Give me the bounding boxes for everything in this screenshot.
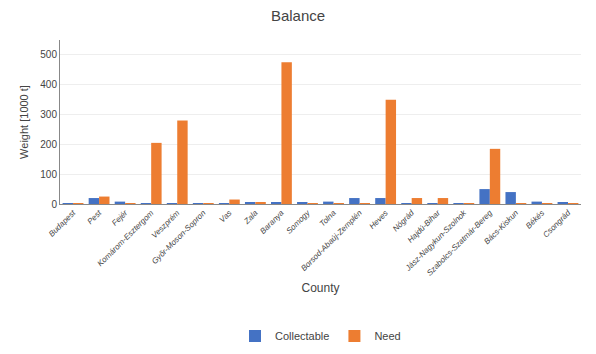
svg-text:Need: Need — [374, 330, 400, 342]
svg-text:Fejér: Fejér — [110, 208, 129, 227]
svg-text:Bács-Kiskun: Bács-Kiskun — [482, 208, 520, 246]
svg-text:Nógrád: Nógrád — [391, 208, 416, 233]
svg-text:0: 0 — [51, 199, 57, 210]
svg-text:Heves: Heves — [367, 208, 389, 230]
svg-text:200: 200 — [40, 139, 57, 150]
svg-text:300: 300 — [40, 109, 57, 120]
svg-text:Győr-Moson-Sopron: Győr-Moson-Sopron — [150, 208, 208, 266]
svg-text:Tolna: Tolna — [318, 208, 338, 228]
svg-text:400: 400 — [40, 79, 57, 90]
svg-text:Balance: Balance — [271, 7, 325, 24]
svg-text:Komárom-Esztergom: Komárom-Esztergom — [96, 208, 156, 268]
svg-text:100: 100 — [40, 169, 57, 180]
svg-text:Szabolcs-Szatmár-Bereg: Szabolcs-Szatmár-Bereg — [425, 208, 495, 278]
svg-text:Somogy: Somogy — [285, 208, 313, 236]
svg-text:Borsod-Abaúj-Zemplén: Borsod-Abaúj-Zemplén — [299, 208, 364, 273]
svg-text:Zala: Zala — [242, 208, 260, 226]
svg-text:Budapest: Budapest — [47, 208, 78, 239]
svg-text:Weight [1000 t]: Weight [1000 t] — [18, 85, 30, 159]
svg-text:Hajdú-Bihar: Hajdú-Bihar — [406, 208, 442, 244]
svg-text:500: 500 — [40, 49, 57, 60]
svg-text:Vas: Vas — [218, 208, 234, 224]
svg-text:Csongrád: Csongrád — [541, 208, 572, 239]
svg-text:Baranya: Baranya — [258, 208, 286, 236]
svg-text:Pest: Pest — [86, 208, 104, 226]
svg-text:Collectable: Collectable — [275, 330, 329, 342]
svg-text:County: County — [301, 281, 339, 295]
svg-text:Jász-Nagykun-Szolnok: Jász-Nagykun-Szolnok — [403, 208, 469, 274]
svg-text:Békés: Békés — [524, 208, 546, 230]
svg-text:Veszprém: Veszprém — [150, 208, 182, 240]
